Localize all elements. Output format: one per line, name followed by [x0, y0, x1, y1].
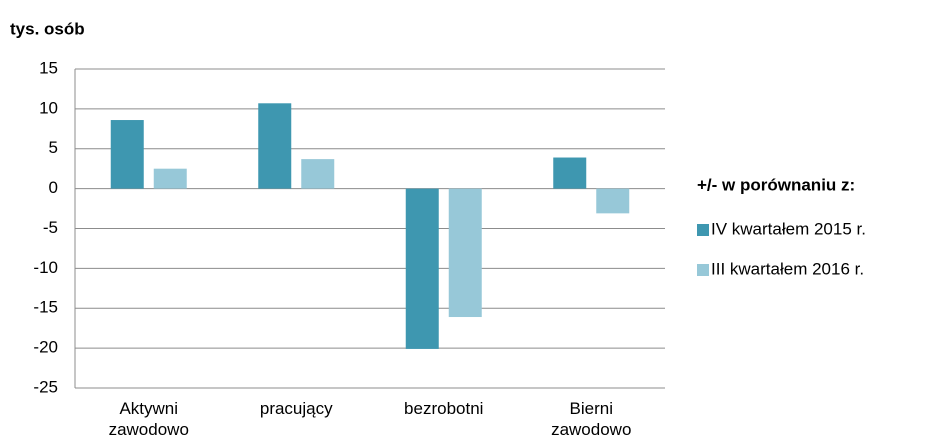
- bar: [153, 168, 187, 189]
- y-tick-label: 15: [39, 58, 58, 77]
- y-tick-label: 10: [39, 98, 58, 117]
- bar: [258, 103, 292, 189]
- y-tick-label: 5: [49, 138, 58, 157]
- y-tick-label: -15: [33, 298, 58, 317]
- bar: [301, 159, 335, 189]
- legend-label: III kwartałem 2016 r.: [711, 259, 864, 278]
- y-tick-label: -25: [33, 377, 58, 396]
- y-tick-label: -5: [43, 218, 58, 237]
- y-tick-label: -10: [33, 258, 58, 277]
- y-tick-label: -20: [33, 338, 58, 357]
- bar: [405, 188, 439, 349]
- x-tick-label: bezrobotni: [404, 399, 484, 418]
- x-tick-label: Aktywni zawodowo: [108, 399, 189, 439]
- y-tick-label: 0: [49, 178, 58, 197]
- bar: [596, 188, 630, 214]
- y-axis-title: tys. osób: [10, 19, 85, 38]
- bar: [110, 120, 144, 189]
- legend-swatch: [697, 224, 709, 236]
- x-tick-label: pracujący: [259, 399, 333, 418]
- legend-label: IV kwartałem 2015 r.: [711, 219, 866, 238]
- x-tick-label: Bierni zawodowo: [551, 399, 632, 439]
- bar: [553, 157, 587, 189]
- bar: [448, 188, 482, 318]
- legend-swatch: [697, 264, 709, 276]
- legend-title: +/- w porównaniu z:: [697, 175, 855, 194]
